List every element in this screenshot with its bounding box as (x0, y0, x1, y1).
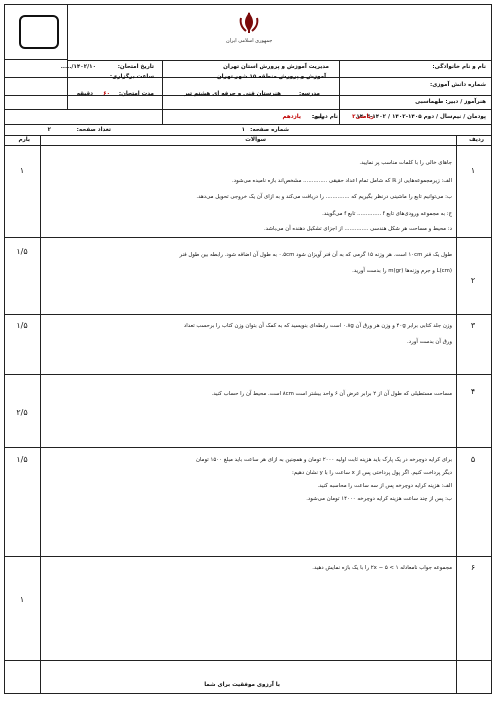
question-text-line: د: محیط و مساحت هر شکل هندسی ...........… (263, 226, 452, 232)
col-questions-header: سوالات (245, 137, 266, 143)
question-text-line: مجموعه جواب نامعادله ۱ > ۵ − ۲x را با یک… (312, 565, 452, 571)
page-value: ۱ (241, 127, 245, 133)
seat-number-label: شماره دانش آموزی: (429, 82, 486, 88)
page-count-value: ۲ (47, 127, 51, 133)
question-number: ۳ (470, 321, 476, 330)
duration-label: مدت امتحان: (118, 91, 154, 97)
question-text-line: ورق آن بدست آورد. (407, 339, 452, 345)
footer-text: با آرزوی موفقیت برای شما (204, 682, 280, 688)
course-label: نام درس: (311, 114, 338, 120)
question-score: ۲/۵ (16, 408, 28, 417)
page-count-label: تعداد صفحه: (76, 127, 111, 133)
question-text-line: دیگر پرداخت کنیم. اگر پول پرداختی پس از … (291, 470, 452, 476)
question-text-line: ب: پس از چند ساعت هزینه کرایه دوچرخه ۱۴۰… (306, 496, 452, 502)
ministry-line2: آموزش و پرورش منطقه ۱۵ شهر تهران (216, 74, 326, 80)
question-number: ۱ (470, 166, 476, 175)
question-text-line: الف: هزینه کرایه دوچرخه پس از سه ساعت را… (317, 483, 452, 489)
seat-number-box (19, 15, 59, 49)
ministry-line1: مدیریت آموزش و پرورش استان تهران (223, 64, 329, 70)
question-number: ۶ (470, 563, 476, 572)
col-row-header: ردیف (469, 137, 484, 143)
duration-unit: دقیقه (76, 91, 93, 97)
col-score-header: بارم (18, 137, 30, 143)
question-text-line: ج: به مجموعه ورودی‌های تابع f ..........… (322, 211, 452, 217)
school-label: مدرسه: (298, 91, 320, 97)
question-text-line: وزن جلد کتابی برابر ۴۰g و وزن هر ورق آن … (183, 323, 452, 329)
school-name: هنرستان فنی و حرفه ای هشتم تیر (184, 91, 281, 97)
iran-emblem-icon (237, 10, 261, 36)
question-number: ۲ (470, 276, 476, 285)
teacher-label: هنرآموز / دبیر: طهماسبی (415, 99, 486, 105)
question-score: ۱/۵ (16, 321, 28, 330)
question-text-line: برای کرایه دوچرخه در یک پارک باید هزینه … (195, 457, 452, 463)
term-line: پودمان / نیم‌سال / دوم ۱۴۰۵-۱۴۰۲ / ۱۴۰۲-… (356, 114, 486, 120)
duration-value: ۶۰ (103, 91, 110, 97)
question-text-line: L(cm) و جرم وزنه‌ها m(gr) را بدست آورید. (352, 268, 452, 274)
student-name-label: نام و نام خانوادگی: (432, 64, 486, 70)
question-number: ۵ (470, 455, 476, 464)
question-number: ۴ (470, 387, 476, 396)
question-text-line: مساحت مستطیلی که طول آن از ۲ برابر عرض آ… (211, 391, 452, 397)
exam-date-label: تاریخ امتحان: (117, 64, 154, 70)
question-score: ۱/۵ (16, 247, 28, 256)
grade-label: پایه: (312, 114, 324, 120)
question-score: ۱ (19, 166, 25, 175)
grade-value: یازدهم (282, 114, 301, 120)
emblem-caption: جمهوری اسلامی ایران (226, 38, 273, 44)
course-value: ریاضی۲ (352, 114, 374, 120)
question-score: ۱ (19, 595, 25, 604)
question-score: ۱/۵ (16, 455, 28, 464)
exam-date-value: ۱۴۰۲/۱۰/..... (60, 64, 96, 70)
question-text-line: طول یک فنر ۱۰cm است. هر وزنه ۱۵ گرمی که … (179, 252, 452, 258)
question-text-line: جاهای خالی را با کلمات مناسب پر نمایید. (359, 160, 452, 166)
page-label: شماره صفحه: (250, 127, 289, 133)
question-text-line: ب: می‌توانیم تابع را ماشینی درنظر بگیریم… (196, 194, 452, 200)
question-text-line: الف: زیرمجموعه‌هایی از ℝ که شامل تمام اع… (232, 178, 452, 184)
time-label: ساعت برگزاری: (109, 74, 154, 80)
